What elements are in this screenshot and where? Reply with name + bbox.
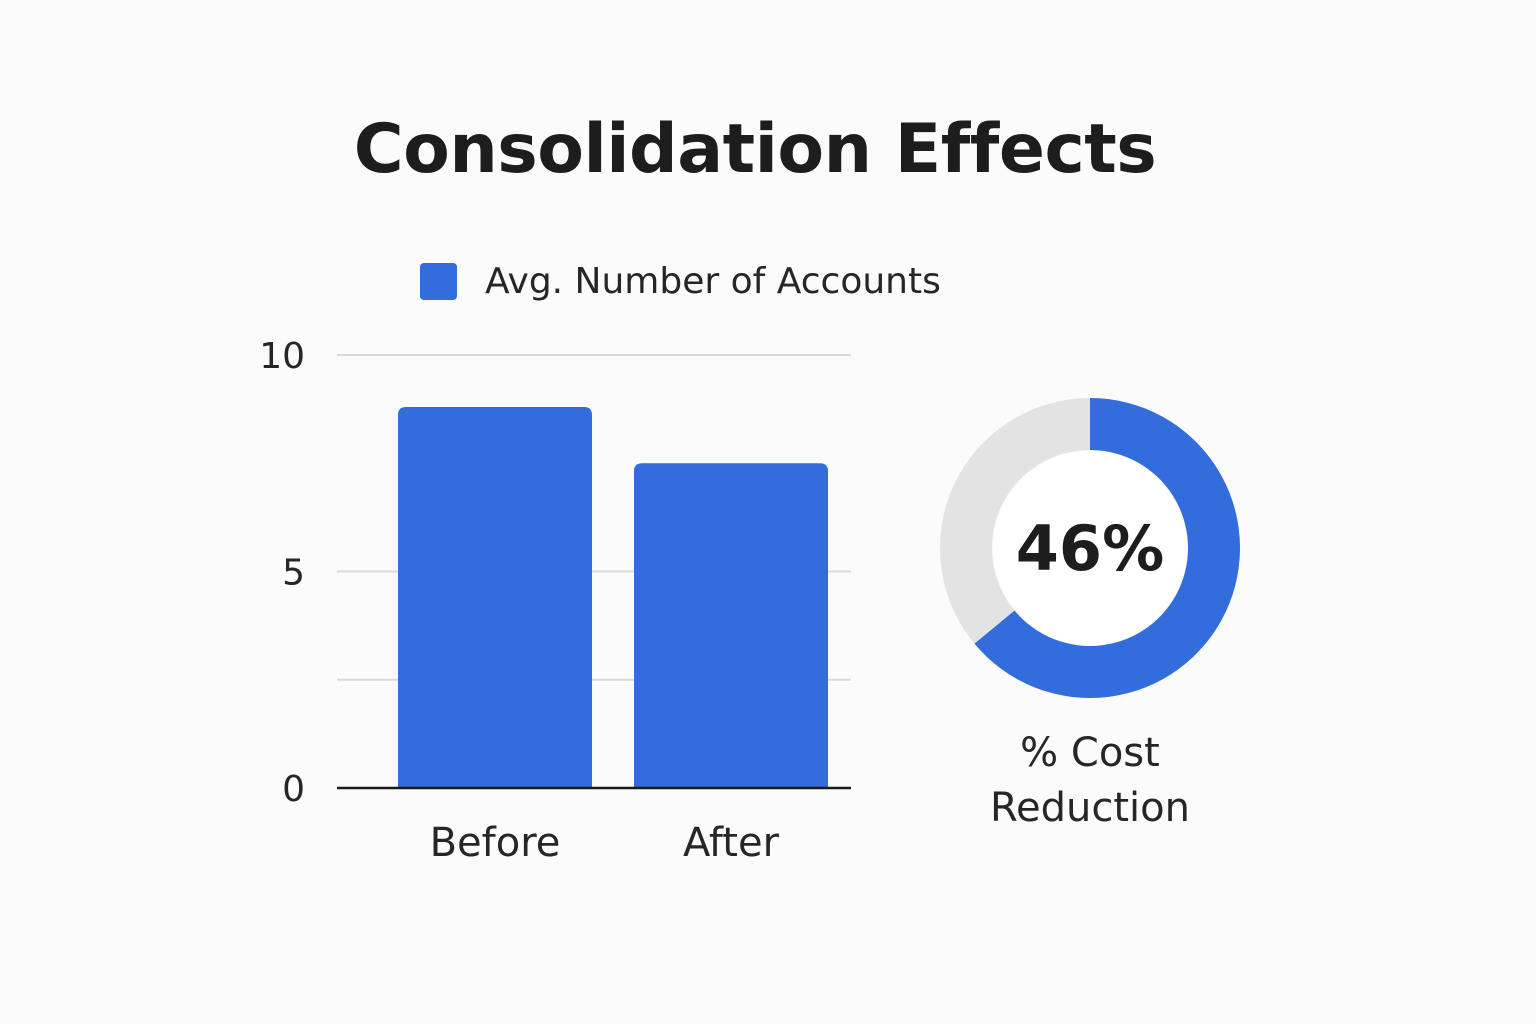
- donut-hole: [993, 451, 1187, 645]
- y-tick-label: 10: [259, 336, 305, 377]
- legend-label: Avg. Number of Accounts: [485, 260, 941, 302]
- x-tick-label: Before: [430, 820, 561, 866]
- donut-caption-line: Reduction: [990, 785, 1190, 831]
- donut-center-label: 46%: [1016, 512, 1164, 585]
- donut-slice-remainder: [940, 398, 1090, 644]
- chart-title: Consolidation Effects: [353, 110, 1157, 189]
- chart-legend: Avg. Number of Accounts: [420, 258, 941, 304]
- axes: 10 5 0 Before After: [259, 336, 851, 866]
- bar-before: [398, 406, 592, 788]
- bar-series: [398, 406, 828, 788]
- y-tick-label: 0: [282, 769, 305, 810]
- y-tick-label: 5: [282, 553, 305, 594]
- donut-chart: 46% % Cost Reduction: [940, 398, 1241, 831]
- bar-after: [634, 463, 828, 788]
- x-tick-label: After: [683, 820, 780, 866]
- donut-caption-line: % Cost: [1020, 730, 1160, 776]
- donut-slice-cost-reduction: [974, 398, 1241, 698]
- legend-swatch: [420, 262, 457, 300]
